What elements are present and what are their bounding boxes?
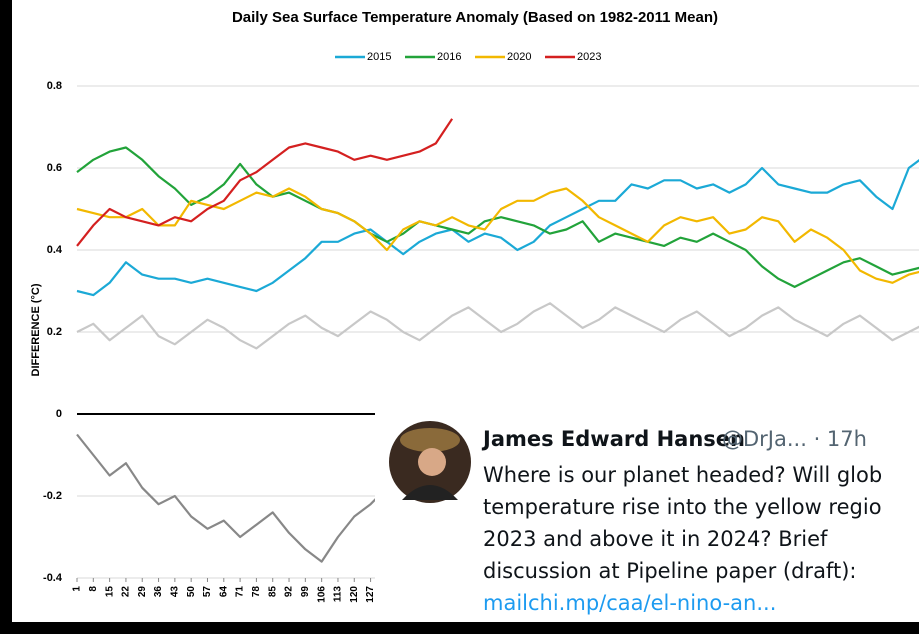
tweet-author[interactable]: James Edward Hansen [481,427,745,451]
y-tick-label: 0.4 [47,244,63,256]
x-tick-label: 127 [365,586,376,603]
legend-label: 2015 [367,51,391,63]
series-line [76,146,919,288]
y-tick-label: 0.8 [47,80,62,92]
tweet-text: 2023 and above it in 2024? Brief [483,527,828,551]
chart-title: Daily Sea Surface Temperature Anomaly (B… [232,9,718,26]
y-tick-label: 0.6 [47,162,62,174]
x-tick-label: 1 [72,586,83,592]
x-tick-label: 120 [349,586,360,603]
avatar-body [402,485,458,500]
avatar-face [418,448,446,476]
y-tick-label: 0 [56,408,62,420]
x-tick-label: 64 [218,586,229,598]
tweet-handle[interactable]: @DrJa... · 17h [722,427,867,451]
tweet-text: discussion at Pipeline paper (draft): [483,559,856,583]
x-tick-label: 22 [121,586,132,598]
x-tick-label: 113 [333,586,344,603]
x-tick-label: 85 [267,586,278,598]
series-line [76,187,919,284]
x-tick-label: 50 [186,586,197,598]
legend-label: 2020 [507,51,531,63]
legend-label: 2023 [577,51,601,63]
legend-label: 2016 [437,51,461,63]
tweet-text: Where is our planet headed? Will glob [483,463,882,487]
tweet-text: temperature rise into the yellow regio [483,495,882,519]
y-tick-label: -0.4 [43,572,63,584]
x-tick-label: 43 [170,586,181,598]
tweet-link[interactable]: mailchi.mp/caa/el-nino-an... [483,591,776,615]
x-tick-label: 99 [300,586,311,598]
x-tick-label: 92 [284,586,295,598]
series-line [76,302,919,350]
avatar-hat [400,428,460,452]
y-tick-label: 0.2 [47,326,62,338]
tweet[interactable]: James Edward Hansen @DrJa... · 17h Where… [375,412,919,622]
x-tick-label: 78 [251,586,262,598]
y-tick-label: -0.2 [43,490,62,502]
x-tick-label: 36 [153,586,164,598]
x-tick-label: 71 [235,586,246,598]
x-tick-label: 15 [104,586,115,598]
x-tick-label: 57 [202,586,213,598]
y-axis-label: DIFFERENCE (°C) [30,283,42,376]
x-tick-label: 8 [88,586,99,592]
series-line [76,118,454,247]
x-tick-label: 29 [137,586,148,598]
x-tick-label: 106 [316,586,327,603]
series-line [76,158,919,297]
